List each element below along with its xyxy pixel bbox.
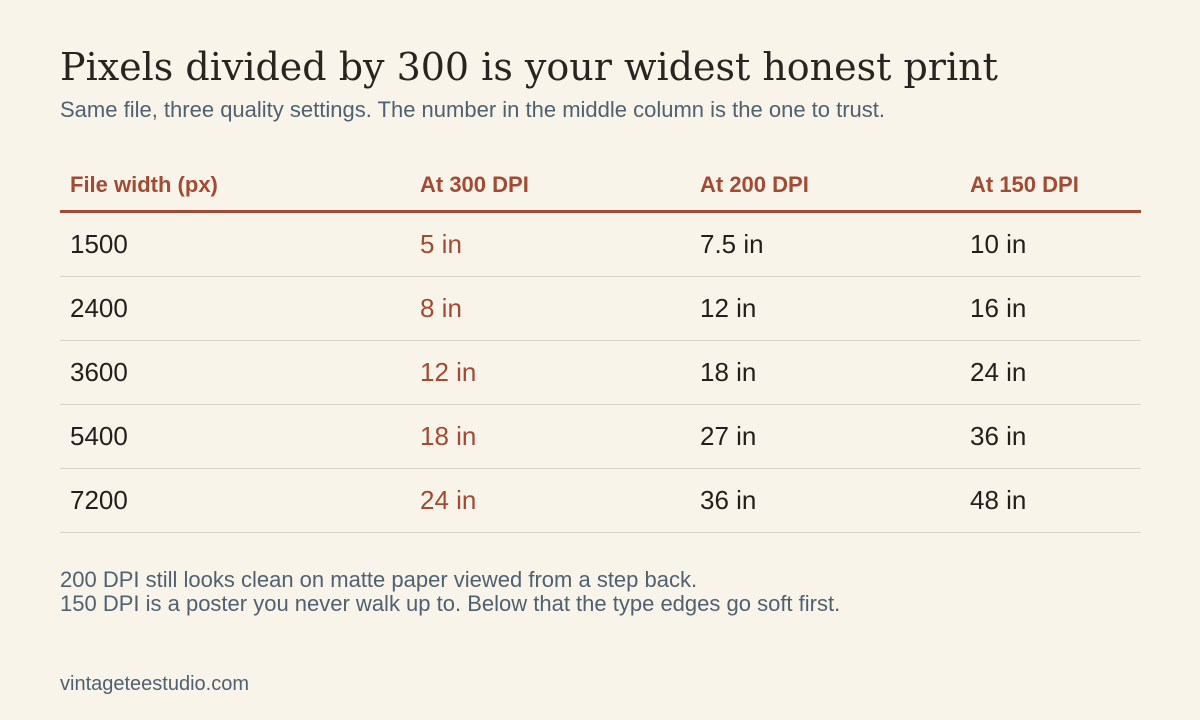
cell-150-dpi: 36 in <box>960 404 1141 469</box>
cell-150-dpi: 24 in <box>960 340 1141 405</box>
table-row: 1500 5 in 7.5 in 10 in <box>60 211 1141 277</box>
cell-300-dpi: 24 in <box>410 468 690 533</box>
table-row: 7200 24 in 36 in 48 in <box>60 468 1141 533</box>
page-title: Pixels divided by 300 is your widest hon… <box>60 45 998 89</box>
cell-file-width: 3600 <box>60 340 410 405</box>
table-header-row: File width (px) At 300 DPI At 200 DPI At… <box>60 160 1141 213</box>
footnote-line-150-dpi: 150 DPI is a poster you never walk up to… <box>60 591 841 616</box>
cell-150-dpi: 10 in <box>960 211 1141 277</box>
cell-200-dpi: 18 in <box>690 340 960 405</box>
cell-300-dpi: 5 in <box>410 211 690 277</box>
table-row: 2400 8 in 12 in 16 in <box>60 276 1141 341</box>
cell-300-dpi: 12 in <box>410 340 690 405</box>
cell-file-width: 7200 <box>60 468 410 533</box>
header-200-dpi: At 200 DPI <box>690 160 960 213</box>
cell-200-dpi: 27 in <box>690 404 960 469</box>
header-300-dpi: At 300 DPI <box>410 160 690 213</box>
cell-200-dpi: 36 in <box>690 468 960 533</box>
dpi-print-size-table: File width (px) At 300 DPI At 200 DPI At… <box>60 160 1141 533</box>
cell-150-dpi: 16 in <box>960 276 1141 341</box>
cell-200-dpi: 7.5 in <box>690 211 960 277</box>
cell-file-width: 5400 <box>60 404 410 469</box>
header-file-width: File width (px) <box>60 160 410 213</box>
cell-150-dpi: 48 in <box>960 468 1141 533</box>
cell-200-dpi: 12 in <box>690 276 960 341</box>
header-150-dpi: At 150 DPI <box>960 160 1141 213</box>
cell-file-width: 2400 <box>60 276 410 341</box>
footnote-line-200-dpi: 200 DPI still looks clean on matte paper… <box>60 567 698 592</box>
table-row: 3600 12 in 18 in 24 in <box>60 340 1141 405</box>
cell-300-dpi: 8 in <box>410 276 690 341</box>
site-credit: vintageteestudio.com <box>60 673 250 695</box>
table-row: 5400 18 in 27 in 36 in <box>60 404 1141 469</box>
subtitle: Same file, three quality settings. The n… <box>60 97 886 122</box>
cell-300-dpi: 18 in <box>410 404 690 469</box>
footnote: 200 DPI still looks clean on matte paper… <box>60 568 840 616</box>
cell-file-width: 1500 <box>60 211 410 277</box>
